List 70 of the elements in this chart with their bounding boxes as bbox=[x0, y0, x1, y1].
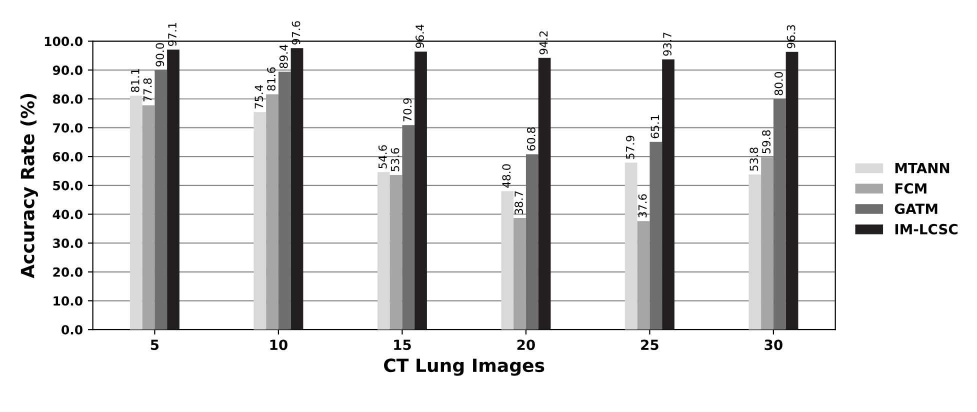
data-label: 75.4 bbox=[254, 85, 264, 108]
y-tick-label: 30.0 bbox=[53, 238, 82, 248]
bar bbox=[538, 58, 551, 330]
bar bbox=[514, 218, 526, 330]
legend-label: MTANN bbox=[895, 162, 950, 174]
y-tick-label: 0.0 bbox=[62, 325, 82, 335]
bar bbox=[748, 174, 762, 330]
bar bbox=[761, 157, 774, 330]
legend-label: IM-LCSC bbox=[895, 224, 958, 234]
y-tick-label: 10.0 bbox=[54, 296, 82, 306]
y-tick-label: 40.0 bbox=[52, 210, 82, 220]
x-tick-label: 25 bbox=[641, 340, 658, 350]
data-label: 60.8 bbox=[526, 127, 536, 151]
data-label: 54.6 bbox=[378, 145, 387, 168]
x-tick-label: 10 bbox=[270, 340, 288, 350]
bar bbox=[402, 125, 415, 330]
bar bbox=[786, 52, 798, 330]
x-tick-label: 30 bbox=[764, 340, 782, 350]
y-axis-title: Accuracy Rate (%) bbox=[20, 94, 38, 278]
x-axis-title: CT Lung Images bbox=[384, 358, 544, 376]
bar bbox=[650, 142, 662, 330]
bar bbox=[266, 94, 278, 330]
legend-label: FCM bbox=[895, 183, 926, 194]
data-label: 90.0 bbox=[156, 43, 164, 66]
bar bbox=[130, 96, 142, 330]
data-label: 48.0 bbox=[502, 164, 511, 188]
y-tick-label: 90.0 bbox=[52, 66, 82, 75]
data-label: 38.7 bbox=[514, 191, 523, 214]
data-label: 97.6 bbox=[292, 21, 300, 45]
data-label: 77.8 bbox=[143, 78, 152, 102]
data-label: 96.4 bbox=[416, 24, 424, 48]
data-label: 81.1 bbox=[130, 69, 140, 92]
bar bbox=[278, 72, 291, 330]
bar bbox=[390, 175, 402, 330]
data-label: 80.0 bbox=[774, 72, 783, 96]
data-label: 96.3 bbox=[786, 25, 796, 48]
bar bbox=[624, 162, 638, 330]
bar bbox=[142, 105, 155, 330]
data-label: 89.4 bbox=[279, 44, 288, 68]
data-label: 93.7 bbox=[663, 32, 672, 56]
y-tick-label: 80.0 bbox=[53, 94, 82, 104]
bar bbox=[637, 221, 650, 330]
x-tick-label: 15 bbox=[394, 340, 411, 350]
y-tick-label: 20.0 bbox=[53, 267, 82, 277]
bar bbox=[526, 154, 538, 330]
data-label: 59.8 bbox=[762, 130, 770, 154]
data-label: 57.9 bbox=[626, 136, 634, 159]
data-label: 37.6 bbox=[638, 194, 647, 218]
data-label: 70.9 bbox=[403, 98, 412, 122]
y-tick-label: 100.0 bbox=[44, 36, 82, 46]
bar bbox=[167, 50, 180, 330]
legend-label: GATM bbox=[894, 204, 938, 214]
bar bbox=[662, 59, 674, 330]
data-label: 53.8 bbox=[750, 148, 758, 171]
bar bbox=[254, 112, 266, 330]
bar bbox=[377, 172, 390, 330]
y-tick-label: 70.0 bbox=[53, 123, 82, 133]
bar bbox=[290, 48, 304, 330]
bar bbox=[773, 98, 786, 330]
bar bbox=[501, 191, 514, 330]
x-tick-label: 5 bbox=[150, 340, 159, 350]
y-tick-label: 50.0 bbox=[53, 180, 82, 190]
data-label: 65.1 bbox=[650, 115, 660, 138]
data-label: 81.6 bbox=[267, 67, 276, 91]
y-tick-label: 60.0 bbox=[53, 152, 82, 162]
bar bbox=[414, 52, 427, 330]
data-label: 53.6 bbox=[390, 148, 400, 172]
data-label: 94.2 bbox=[539, 31, 548, 54]
x-tick-label: 20 bbox=[517, 340, 535, 350]
bar bbox=[154, 70, 168, 330]
